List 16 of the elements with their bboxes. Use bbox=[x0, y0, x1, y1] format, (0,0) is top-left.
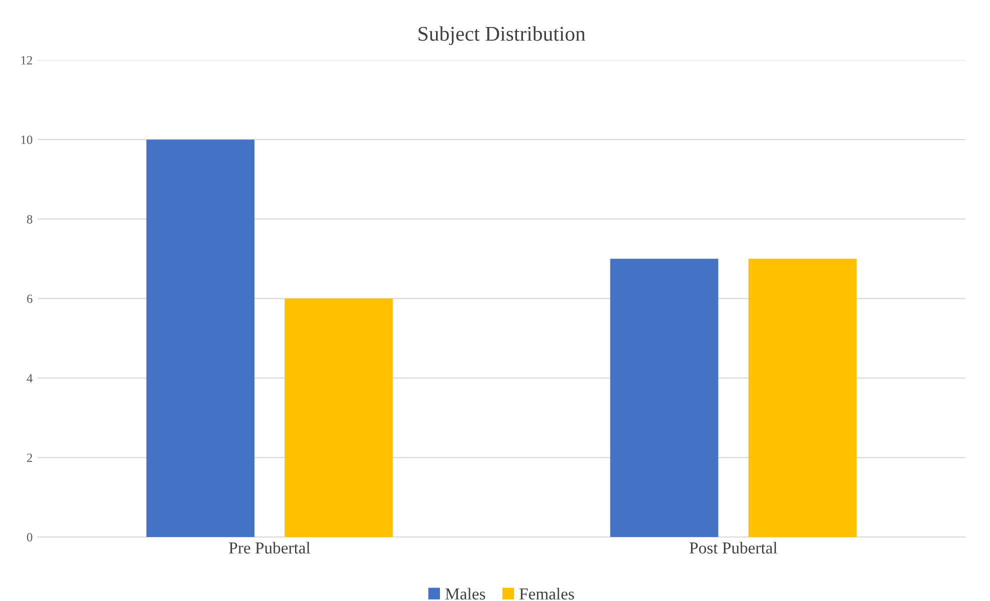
y-tick-label: 0 bbox=[26, 533, 32, 542]
legend-label: Females bbox=[520, 588, 574, 600]
bar bbox=[284, 298, 393, 537]
x-tick-label: Pre Pubertal bbox=[229, 542, 310, 554]
bar bbox=[748, 258, 856, 537]
bar bbox=[146, 140, 254, 537]
legend-label: Males bbox=[445, 588, 486, 600]
bar bbox=[610, 258, 718, 537]
y-tick-label: 12 bbox=[21, 56, 32, 64]
y-tick-label: 8 bbox=[26, 215, 32, 224]
x-tick-label: Post Pubertal bbox=[690, 542, 778, 554]
chart-title: Subject Distribution bbox=[418, 26, 586, 46]
y-tick-label: 6 bbox=[27, 294, 32, 304]
y-tick-label: 4 bbox=[26, 374, 33, 382]
y-tick-label: 10 bbox=[21, 136, 32, 144]
y-tick-label: 2 bbox=[27, 454, 32, 462]
